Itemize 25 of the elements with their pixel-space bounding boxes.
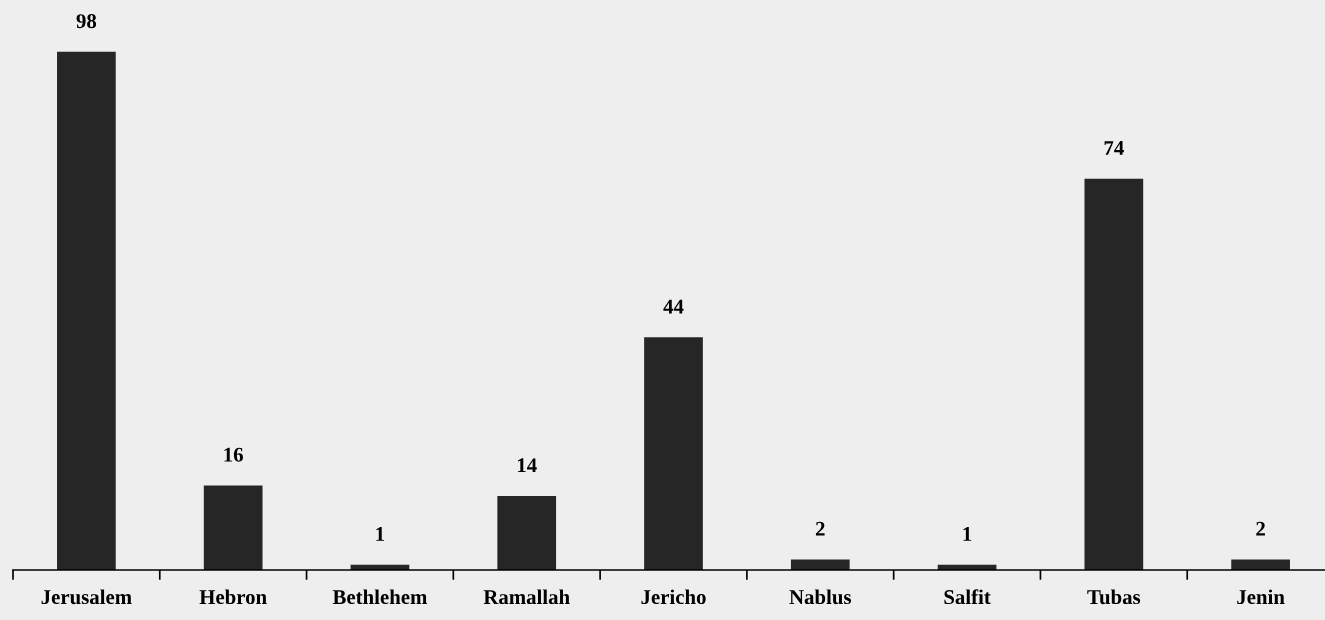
bar [1084, 178, 1144, 570]
x-tick-label: Jenin [1237, 589, 1285, 605]
bar [790, 559, 850, 570]
data-label: 98 [76, 14, 97, 29]
bar [497, 495, 557, 570]
data-label: 44 [663, 299, 684, 314]
x-tick-label: Nablus [789, 589, 852, 605]
bar [57, 51, 116, 570]
data-label: 2 [1256, 521, 1265, 536]
x-tick-label: Ramallah [483, 589, 570, 605]
x-tick-label: Jericho [641, 589, 706, 605]
x-tick-label: Hebron [199, 589, 267, 605]
x-tick-label: Jerusalem [41, 589, 132, 605]
data-label: 14 [517, 458, 537, 473]
bar [203, 485, 263, 570]
data-label: 1 [376, 527, 385, 541]
x-tick-label: Bethlehem [332, 589, 428, 605]
x-tick-label: Salfit [944, 589, 991, 605]
bar [1231, 559, 1290, 570]
data-label: 16 [224, 447, 243, 462]
bar [644, 337, 703, 570]
x-tick-label: Tubas [1087, 589, 1141, 605]
data-label: 1 [963, 527, 972, 541]
data-label: 74 [1104, 141, 1124, 155]
data-label: 2 [815, 521, 825, 536]
